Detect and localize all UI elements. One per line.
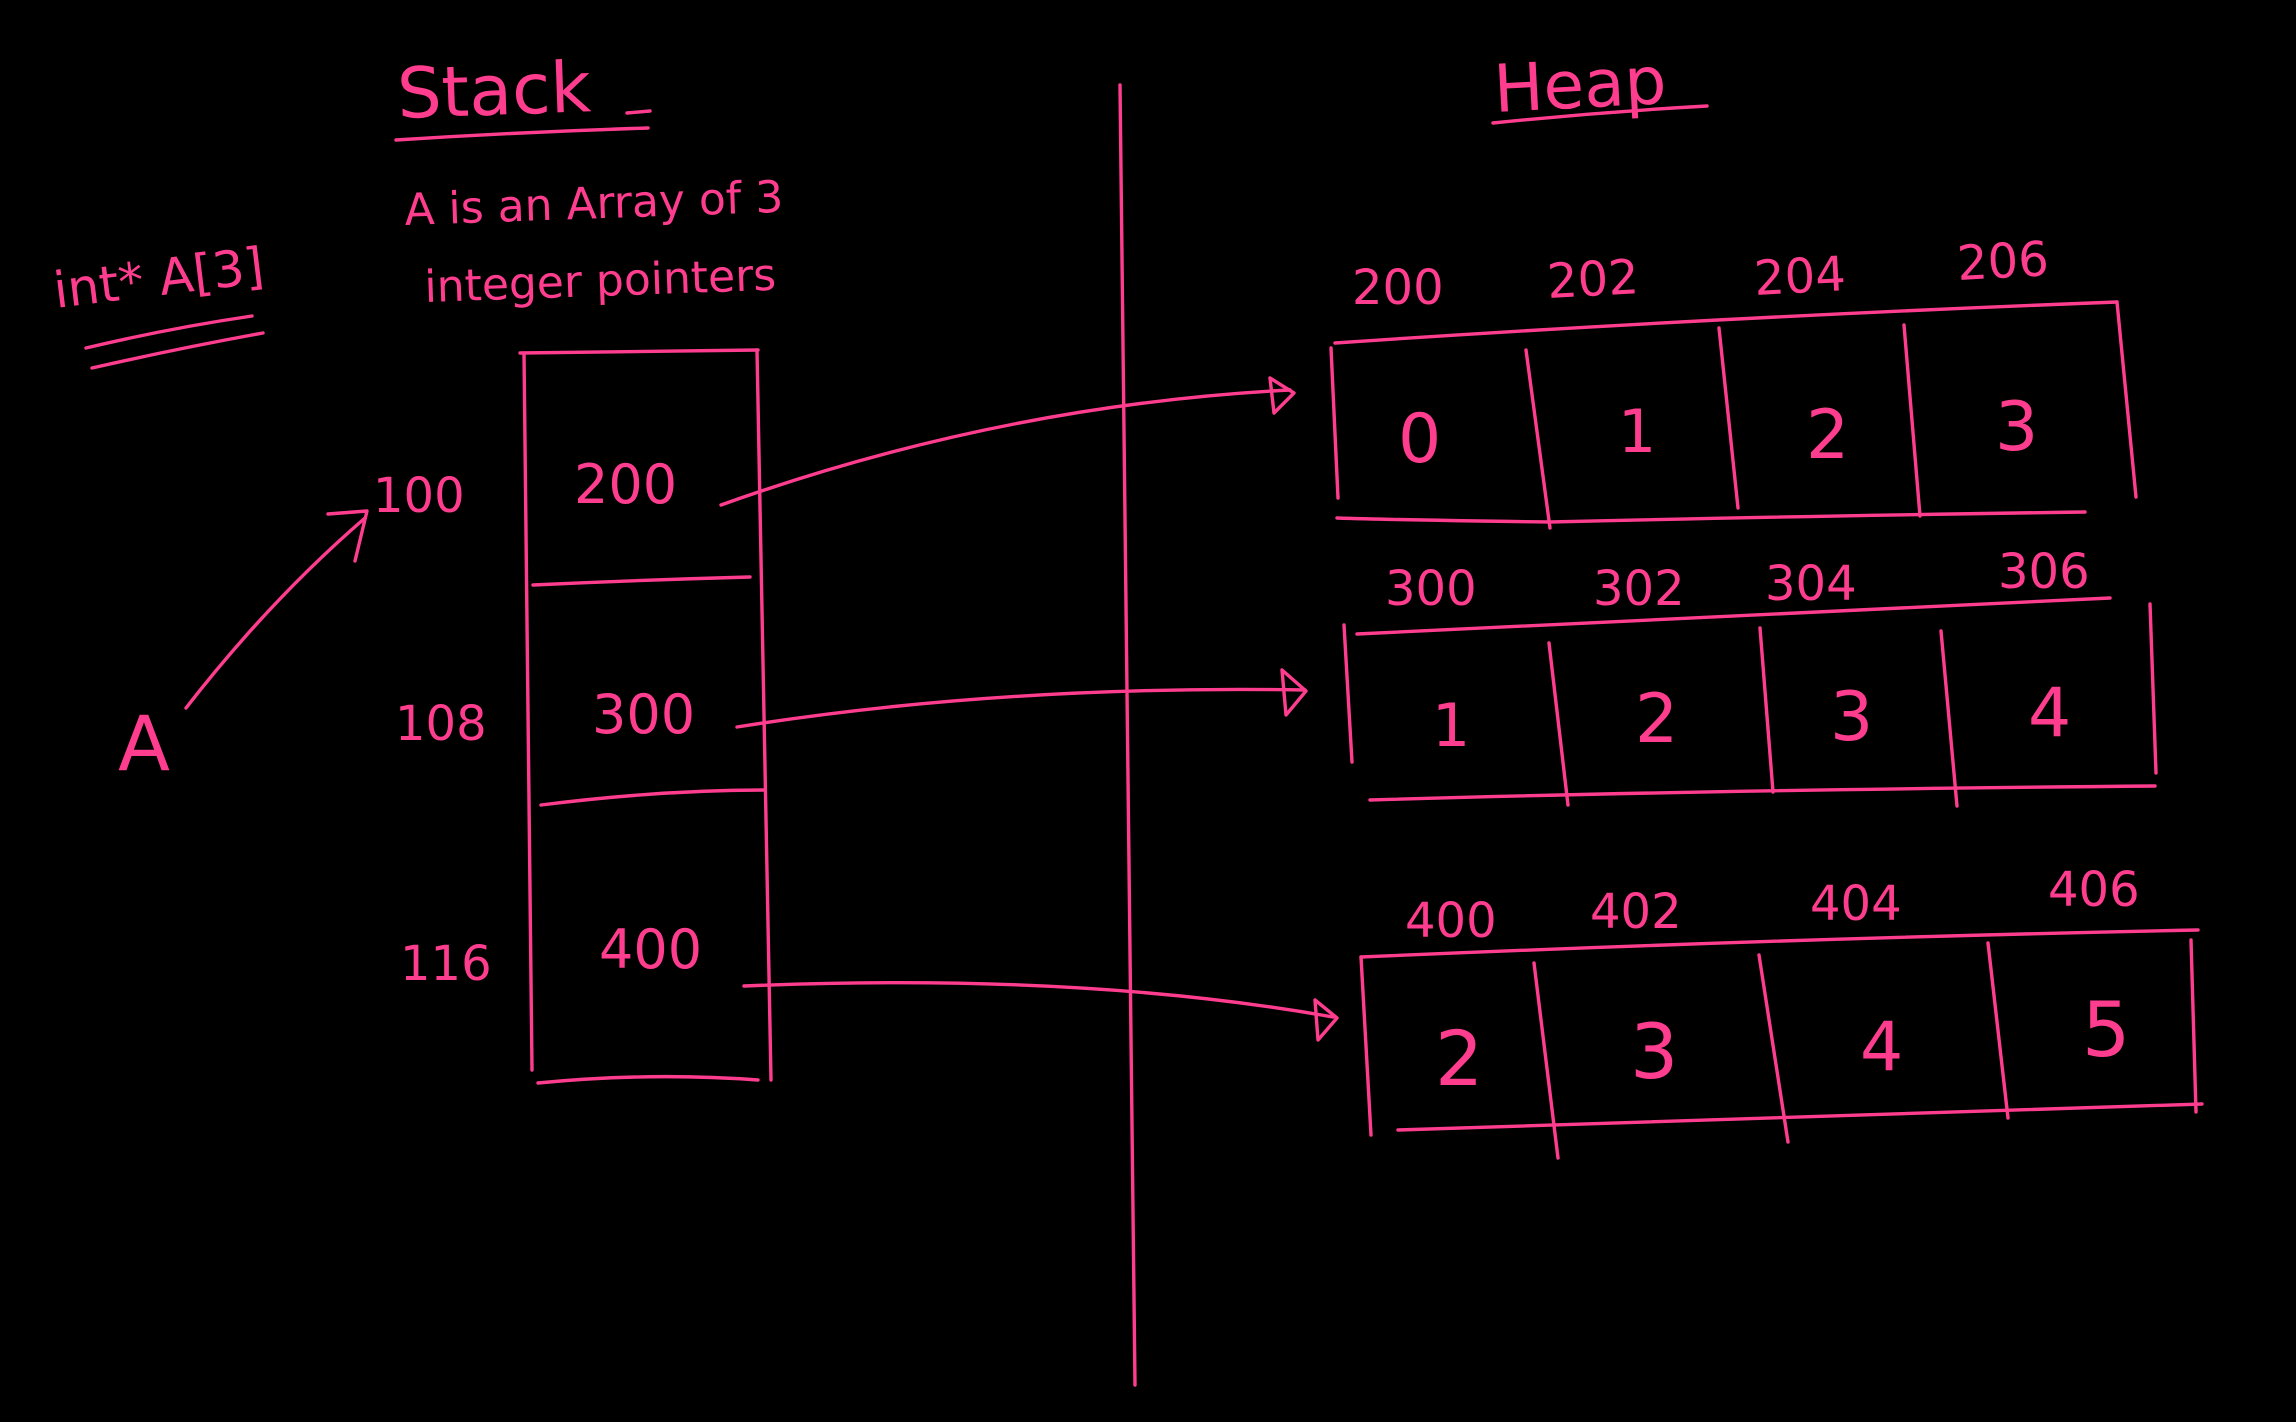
heap-address: 204 <box>1753 246 1847 307</box>
pointer-arrow-a <box>184 516 367 710</box>
stack-address: 108 <box>395 696 487 752</box>
stack-heading-dash <box>625 109 652 115</box>
declaration-underline-2 <box>90 331 265 370</box>
heap-value: 3 <box>1830 678 1873 757</box>
heap-address: 304 <box>1765 556 1857 612</box>
heap-heading-underline <box>1491 104 1709 125</box>
stack-heading-underline <box>394 126 650 142</box>
heap-value: 2 <box>1806 396 1849 475</box>
heap-address: 302 <box>1593 561 1685 617</box>
declaration-label: int* A[3] <box>50 237 267 320</box>
note-line-1: A is an Array of 3 <box>404 172 785 236</box>
pointer-arrow-200 <box>719 388 1292 507</box>
pointer-arrow-300-head <box>1280 668 1308 717</box>
heap-value: 3 <box>1995 388 2038 467</box>
heap-address: 404 <box>1810 876 1902 932</box>
variable-label: A <box>118 699 170 788</box>
pointer-arrow-400 <box>742 980 1335 1019</box>
heap-value: 5 <box>2082 985 2130 1074</box>
heap-value: 2 <box>1635 680 1678 759</box>
pointer-arrow-a-head <box>326 509 369 563</box>
stack-heap-divider <box>1118 83 1137 1387</box>
heap-row-3-box <box>1359 928 2204 1160</box>
heap-address: 306 <box>1998 544 2090 600</box>
heap-value: 1 <box>1618 397 1656 467</box>
heap-value: 4 <box>2028 674 2071 753</box>
heap-row-2-box <box>1342 596 2158 808</box>
stack-value: 400 <box>599 918 702 981</box>
stack-address: 100 <box>373 468 465 524</box>
note-line-2: integer pointers <box>424 250 777 313</box>
heap-value: 3 <box>1630 1007 1678 1096</box>
pointer-arrow-300 <box>735 687 1307 729</box>
heap-value: 1 <box>1432 691 1470 761</box>
stack-value: 200 <box>574 453 677 516</box>
pointer-arrow-400-head <box>1313 998 1339 1042</box>
stack-address: 116 <box>400 936 492 992</box>
heap-address: 300 <box>1385 561 1477 617</box>
heap-address: 206 <box>1956 231 2050 292</box>
stack-value: 300 <box>592 683 695 746</box>
heap-heading: Heap <box>1492 42 1668 128</box>
heap-value: 2 <box>1435 1014 1483 1103</box>
heap-row-1-box <box>1329 300 2138 530</box>
heap-address: 400 <box>1405 893 1497 949</box>
stack-heading: Stack <box>396 46 593 135</box>
heap-address: 200 <box>1352 260 1444 316</box>
heap-address: 402 <box>1590 884 1682 940</box>
heap-value: 0 <box>1398 400 1441 479</box>
stack-array-box <box>518 348 773 1085</box>
heap-address: 202 <box>1546 249 1640 310</box>
pointer-arrow-200-head <box>1268 376 1296 415</box>
declaration-underline <box>84 314 254 350</box>
heap-address: 406 <box>2048 862 2140 918</box>
diagram-strokes <box>84 83 2204 1387</box>
heap-value: 4 <box>1860 1008 1903 1087</box>
